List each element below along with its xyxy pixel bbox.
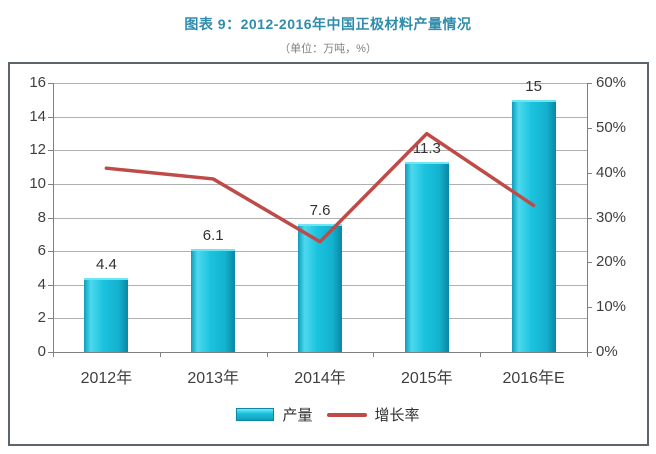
x-axis-label-2013年: 2013年	[187, 370, 239, 387]
right-axis-tick	[587, 172, 592, 174]
left-axis-tick	[48, 116, 53, 118]
right-axis-tick	[587, 307, 592, 309]
left-axis-tick	[48, 352, 53, 353]
right-axis-label: 30%	[596, 208, 627, 226]
x-axis-tick	[266, 352, 268, 357]
bar-value-label: 11.3	[412, 140, 441, 158]
bar-value-label: 6.1	[202, 227, 224, 245]
gridline-16	[53, 83, 587, 84]
left-axis-tick	[48, 318, 53, 320]
x-axis-tick	[587, 352, 588, 357]
x-axis-label-2012年: 2012年	[80, 370, 133, 387]
left-axis-label: 6	[37, 242, 46, 260]
left-axis-tick	[48, 284, 53, 286]
bar-2014年	[298, 224, 342, 352]
right-axis-label: 0%	[596, 343, 618, 360]
chart-unit-note: （单位：万吨，%）	[279, 43, 377, 55]
right-axis-tick	[587, 352, 592, 353]
bar-2012年	[84, 278, 129, 352]
x-axis-label-2014年: 2014年	[294, 370, 346, 387]
left-axis-label: 14	[29, 107, 46, 125]
left-axis-label: 12	[29, 141, 46, 159]
x-axis-tick	[373, 352, 375, 357]
right-axis-label: 50%	[596, 118, 627, 136]
bar-value-label: 15	[525, 77, 542, 95]
right-axis-tick	[587, 262, 592, 264]
right-axis-tick	[587, 83, 592, 84]
left-axis-label: 10	[29, 174, 46, 192]
x-axis-label-2015年: 2015年	[400, 370, 453, 387]
bar-value-label: 7.6	[309, 202, 331, 220]
right-axis-tick	[587, 127, 592, 129]
bar-swatch-icon	[236, 408, 275, 421]
left-axis-label: 2	[37, 309, 46, 327]
left-axis-label: 16	[29, 74, 46, 91]
right-axis-label: 60%	[596, 74, 627, 91]
left-axis-tick	[48, 251, 53, 253]
legend-item-增长率: 增长率	[326, 404, 420, 425]
chart-legend: 产量 增长率	[0, 404, 656, 425]
left-axis-label: 4	[37, 275, 46, 293]
x-axis-tick	[53, 352, 54, 357]
left-axis-tick	[48, 183, 53, 185]
gridline-12	[53, 150, 587, 152]
right-axis-label: 10%	[596, 298, 627, 316]
x-axis-tick	[159, 352, 161, 357]
growth-rate-line	[104, 131, 536, 244]
gridline-0	[53, 352, 587, 353]
x-axis-label-2016年E: 2016年E	[502, 370, 565, 387]
legend-label: 产量	[282, 407, 313, 424]
right-axis-label: 40%	[596, 163, 627, 181]
left-axis-tick	[48, 217, 53, 219]
gridline-14	[53, 116, 587, 118]
right-axis-label: 20%	[596, 253, 627, 271]
right-axis-tick	[587, 217, 592, 219]
left-axis-label: 8	[37, 208, 46, 226]
x-axis-tick	[480, 352, 482, 357]
left-axis-tick	[48, 83, 53, 84]
left-axis-line	[53, 83, 54, 357]
gridline-8	[53, 217, 587, 219]
bar-2013年	[191, 249, 236, 352]
bar-2016年E	[511, 99, 556, 352]
bar-2015年	[404, 162, 449, 352]
chart-title: 图表 9：2012-2016年中国正极材料产量情况	[184, 16, 472, 32]
right-axis-line	[587, 83, 588, 357]
left-axis-label: 0	[37, 343, 46, 360]
left-axis-tick	[48, 150, 53, 152]
line-swatch-icon	[326, 412, 367, 417]
gridline-10	[53, 183, 587, 185]
legend-item-产量: 产量	[236, 404, 313, 425]
bar-value-label: 4.4	[95, 256, 117, 274]
legend-label: 增长率	[374, 407, 420, 424]
